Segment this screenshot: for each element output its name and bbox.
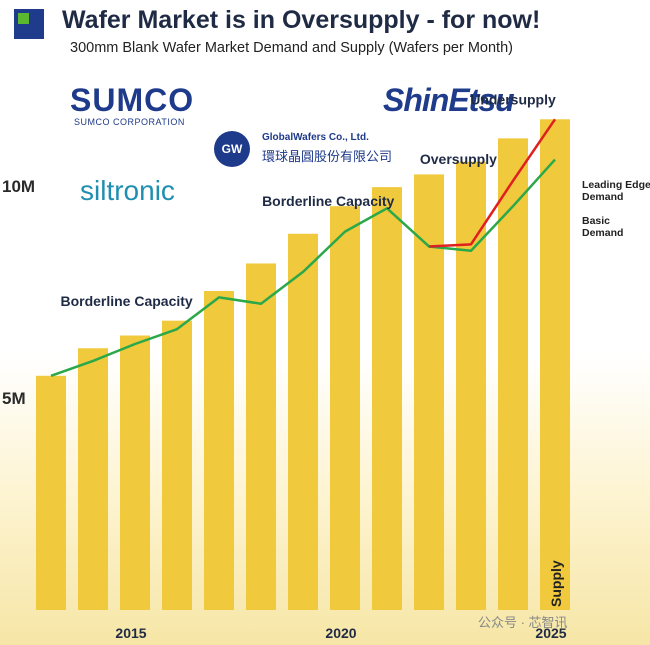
page-subtitle: 300mm Blank Wafer Market Demand and Supp… <box>70 40 513 56</box>
sumco-logo: SUMCO SUMCO CORPORATION <box>70 82 194 127</box>
gw-name: GlobalWafers Co., Ltd. <box>262 132 369 143</box>
x-tick-label-2015: 2015 <box>115 625 146 641</box>
annotation-0: Borderline Capacity <box>60 293 192 309</box>
shinetsu-logo: ShinEtsu <box>383 82 515 118</box>
supply-bar-2025 <box>498 138 528 611</box>
y-tick-label-5M: 5M <box>2 389 26 408</box>
basic-demand-label-line-0: Basic <box>582 215 610 227</box>
basic-demand-label-line-1: Demand <box>582 227 623 239</box>
supply-bar-2021 <box>330 206 360 610</box>
supply-bar-2026 <box>540 119 570 610</box>
siltronic-logo: siltronic <box>80 175 175 206</box>
supply-bar-2019 <box>246 263 276 610</box>
gw-chinese-name: 環球晶圓股份有限公司 <box>262 149 393 164</box>
y-tick-label-10M: 10M <box>2 177 35 196</box>
leading-edge-demand-label-line-0: Leading Edge <box>582 179 650 191</box>
supply-bar-2016 <box>120 335 150 610</box>
x-tick-label-2025: 2025 <box>535 625 566 641</box>
annotation-1: Borderline Capacity <box>262 193 394 209</box>
x-tick-label-2020: 2020 <box>325 625 356 641</box>
supply-bar-2018 <box>204 291 234 610</box>
supply-bar-2022 <box>372 187 402 610</box>
leading-edge-demand-label-line-1: Demand <box>582 191 623 203</box>
leading-edge-demand-line <box>428 118 557 248</box>
brand-logo-icon <box>14 9 44 39</box>
sumco-corp: SUMCO CORPORATION <box>74 117 185 127</box>
supply-bar-2014 <box>36 375 66 610</box>
sumco-name: SUMCO <box>70 82 195 118</box>
annotation-3: Undersupply <box>470 91 556 107</box>
basic-demand-line <box>50 158 556 377</box>
annotation-2: Oversupply <box>420 151 497 167</box>
gw-badge-icon: GW <box>214 131 250 167</box>
supply-bar-2017 <box>162 320 192 610</box>
watermark: 公众号 · 芯智讯 <box>478 615 568 630</box>
supply-bar-2020 <box>288 233 318 610</box>
supply-bar-2023 <box>414 174 444 610</box>
page-title: Wafer Market is in Oversupply - for now! <box>62 6 541 34</box>
supply-bar-2024 <box>456 161 486 610</box>
supply-series-label: Supply <box>548 560 564 607</box>
supply-bar-2015 <box>78 348 108 610</box>
